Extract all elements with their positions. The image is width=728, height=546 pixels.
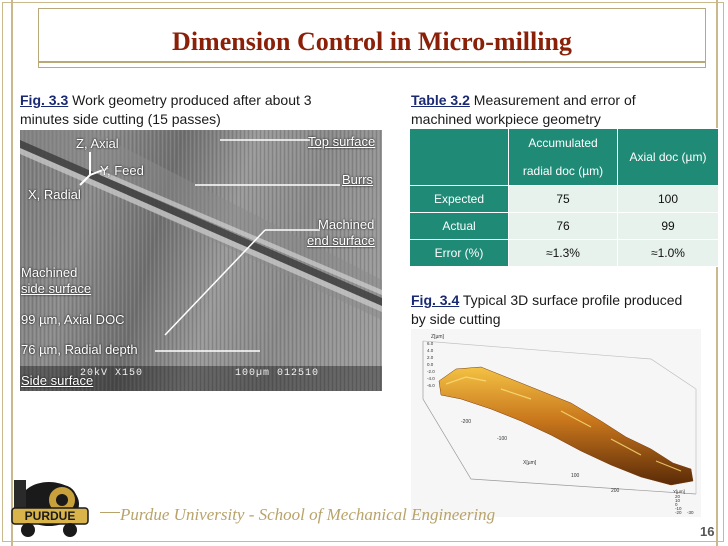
sem-label-machined-side-2: side surface <box>21 281 92 296</box>
table-header-axial: Axial doc (µm) <box>617 128 719 186</box>
sem-label-z-axial: Z, Axial <box>76 136 119 151</box>
left-rule <box>11 0 13 546</box>
table-header-radial: Accumulated radial doc (µm) <box>508 128 618 186</box>
table-header-row: Accumulated radial doc (µm) Axial doc (µ… <box>409 128 719 186</box>
table-cell-axial: ≈1.0% <box>617 239 719 267</box>
plot-y-tick: -20 <box>675 510 682 515</box>
right-rule <box>716 0 718 546</box>
purdue-logo: PURDUE <box>11 480 89 537</box>
plot-z-tick: -2.0 <box>427 369 435 374</box>
plot-y-tick: -30 <box>687 510 694 515</box>
table-row-label: Actual <box>409 212 509 240</box>
plot-z-tick: 0.0 <box>427 362 434 367</box>
table-corner-cell <box>409 128 509 186</box>
table-cell-axial: 100 <box>617 185 719 213</box>
footer-school: Purdue University - School of Mechanical… <box>120 505 496 524</box>
sem-scale-right: 100µm 012510 <box>235 368 320 379</box>
table32-label: Table 3.2 <box>411 92 470 108</box>
table-row: Expected 75 100 <box>409 185 719 213</box>
sem-label-machined-end-1: Machined <box>318 217 375 232</box>
table-cell-radial: ≈1.3% <box>508 239 618 267</box>
plot-x-tick: 100 <box>571 473 580 479</box>
sem-micrograph: Z, Axial Y, Feed X, Radial Top surface B… <box>20 130 382 391</box>
sem-label-machined-end-2: end surface <box>307 233 375 248</box>
plot-z-tick: -4.0 <box>427 376 435 381</box>
title-rule <box>38 61 706 63</box>
plot-y-tick: 10 <box>675 498 681 503</box>
sem-label-radial-depth: 76 µm, Radial depth <box>21 342 138 357</box>
table-cell-axial: 99 <box>617 212 719 240</box>
plot-x-tick: -100 <box>497 436 507 442</box>
sem-label-top-surface: Top surface <box>308 134 376 149</box>
plot-y-tick: 0 <box>675 502 678 507</box>
surface-profile <box>438 366 694 486</box>
table32-text-2: machined workpiece geometry <box>411 111 601 127</box>
sem-label-y-feed: Y, Feed <box>100 163 144 178</box>
table-cell-radial: 76 <box>508 212 618 240</box>
plot-z-label: Z[µm] <box>431 334 444 340</box>
surface-profile-plot: Z[µm] 6.0 4.0 2.0 0.0 -2.0 -4.0 -6.0 -20… <box>411 329 701 517</box>
sem-texture <box>20 130 382 391</box>
fig34-label: Fig. 3.4 <box>411 292 460 308</box>
fig33-label: Fig. 3.3 <box>20 92 69 108</box>
table-row: Error (%) ≈1.3% ≈1.0% <box>409 239 719 267</box>
surface-profile-svg: Z[µm] 6.0 4.0 2.0 0.0 -2.0 -4.0 -6.0 -20… <box>422 334 697 515</box>
plot-z-tick: 6.0 <box>427 341 434 346</box>
table-cell-radial: 75 <box>508 185 618 213</box>
sem-label-machined-side-1: Machined <box>21 265 78 280</box>
plot-x-tick: -200 <box>461 419 471 425</box>
fig33-text-1: Work geometry produced after about 3 <box>68 92 312 108</box>
plot-box-front <box>422 341 697 495</box>
table-row: Actual 76 99 <box>409 212 719 240</box>
table-row-label: Expected <box>409 185 509 213</box>
page-number: 16 <box>700 524 715 539</box>
plot-x-label: X[µm] <box>523 460 537 466</box>
fig33-caption: Fig. 3.3 Work geometry produced after ab… <box>20 91 312 129</box>
plot-z-tick: 4.0 <box>427 348 434 353</box>
plot-x-tick: 200 <box>611 488 620 494</box>
fig34-text-2: by side cutting <box>411 311 501 327</box>
fig34-text-1: Typical 3D surface profile produced <box>459 292 683 308</box>
fig34-caption: Fig. 3.4 Typical 3D surface profile prod… <box>411 291 682 329</box>
plot-y-label: Y[µm] <box>673 489 685 494</box>
sem-scale-left: 20kV X150 <box>80 368 144 379</box>
page-title: Dimension Control in Micro-milling <box>172 27 572 56</box>
plot-y-tick: 20 <box>675 494 681 499</box>
plot-box-back <box>422 340 697 494</box>
table32-caption: Table 3.2 Measurement and error of machi… <box>411 91 636 129</box>
sem-label-x-radial: X, Radial <box>28 187 81 202</box>
table-header-radial-line1: Accumulated <box>528 136 598 150</box>
footer-rule <box>100 512 120 513</box>
plot-z-tick: -6.0 <box>427 383 435 388</box>
sem-label-axial-doc: 99 µm, Axial DOC <box>21 312 125 327</box>
surface-highlights <box>445 376 682 472</box>
plot-z-tick: 2.0 <box>427 355 434 360</box>
sem-label-burrs: Burrs <box>342 172 374 187</box>
table-row-label: Error (%) <box>409 239 509 267</box>
sem-label-side-surface: Side surface <box>21 373 94 388</box>
fig33-text-2: minutes side cutting (15 passes) <box>20 111 221 127</box>
title-box <box>38 8 706 68</box>
logo-text: PURDUE <box>25 509 76 523</box>
table-header-radial-line2: radial doc (µm) <box>522 164 604 178</box>
table32-text-1: Measurement and error of <box>469 92 636 108</box>
plot-y-tick: -10 <box>675 506 682 511</box>
measurement-table: Accumulated radial doc (µm) Axial doc (µ… <box>409 128 719 267</box>
